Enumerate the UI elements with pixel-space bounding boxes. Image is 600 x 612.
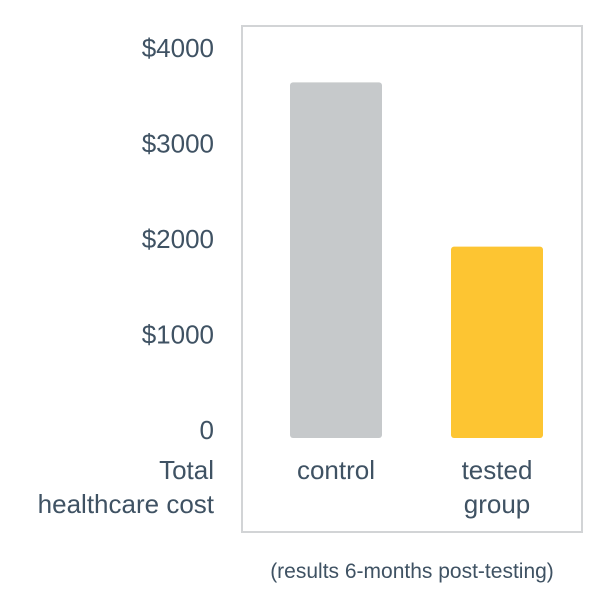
y-axis-label-line: Total xyxy=(159,455,214,485)
footnote: (results 6-months post-testing) xyxy=(270,560,554,583)
bar-control xyxy=(290,82,382,438)
y-axis-tick-labels: 0 $1000 $2000 $3000 $4000 xyxy=(142,33,214,445)
bars xyxy=(290,82,543,438)
y-axis-label-line: healthcare cost xyxy=(38,489,215,519)
category-label: group xyxy=(464,489,531,519)
category-labels: control tested group xyxy=(297,455,532,519)
category-label: tested xyxy=(462,455,533,485)
category-label: control xyxy=(297,455,375,485)
plot-frame xyxy=(241,25,583,533)
y-axis-label: Total healthcare cost xyxy=(38,455,215,519)
y-tick-label: $2000 xyxy=(142,224,214,254)
y-tick-label: $4000 xyxy=(142,33,214,63)
y-tick-label: $3000 xyxy=(142,129,214,159)
bar-tested-group xyxy=(451,246,543,438)
y-tick-label: 0 xyxy=(200,415,214,445)
y-tick-label: $1000 xyxy=(142,320,214,350)
